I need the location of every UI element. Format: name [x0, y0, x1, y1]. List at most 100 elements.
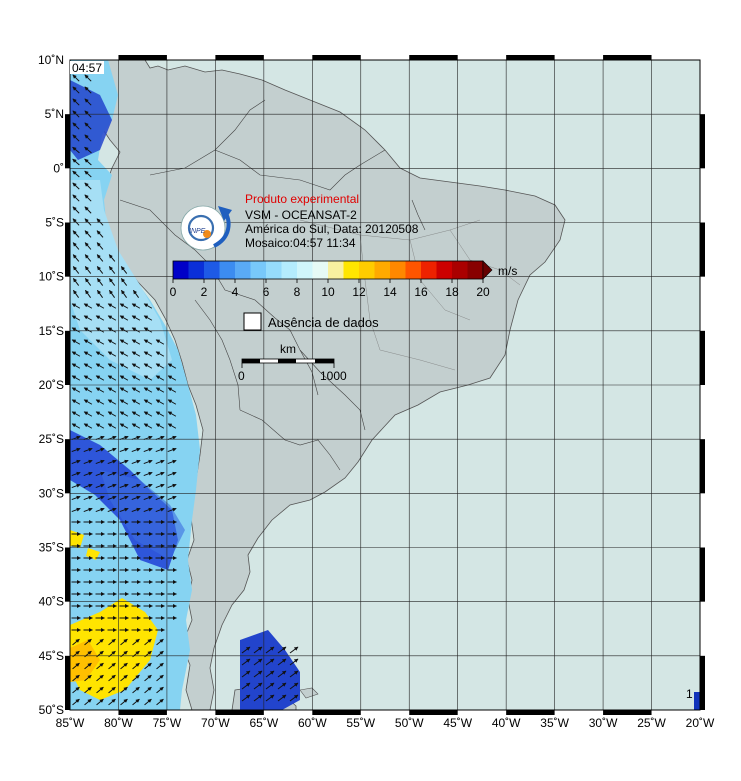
- wind-vector: [107, 423, 117, 429]
- time-stamp: 04:57: [72, 61, 102, 75]
- wind-vector: [167, 375, 177, 381]
- wind-vector: [95, 375, 105, 381]
- wind-vector: [95, 507, 105, 513]
- frame-segment: [65, 222, 70, 277]
- wind-vector: [119, 339, 129, 345]
- color-scale-tick-label: 2: [201, 285, 208, 299]
- lon-label: 70˚W: [201, 716, 230, 730]
- wind-vector: [156, 698, 164, 706]
- color-scale-arrow: [482, 260, 493, 280]
- wind-vector: [83, 339, 93, 345]
- wind-vector: [119, 315, 129, 321]
- wind-vector: [155, 495, 165, 501]
- wind-vector: [155, 339, 165, 345]
- wind-vector: [84, 242, 92, 250]
- color-scale-cell: [467, 261, 484, 279]
- wind-vector: [84, 230, 92, 238]
- wind-vector: [95, 483, 105, 489]
- wind-vector: [131, 507, 141, 513]
- wind-vector: [72, 134, 80, 142]
- lon-label: 20˚W: [686, 716, 715, 730]
- wind-vector: [95, 471, 105, 477]
- wind-vector: [143, 423, 153, 429]
- legend-line-3: Mosaico:04:57 11:34: [245, 236, 356, 250]
- wind-vector: [277, 682, 287, 690]
- wind-vector: [72, 254, 80, 262]
- wind-vector: [72, 638, 80, 646]
- wind-vector: [155, 411, 165, 417]
- frame-segment: [215, 55, 264, 60]
- wind-vector: [119, 387, 129, 393]
- wind-vector: [253, 646, 263, 654]
- color-scale-unit: m/s: [498, 264, 517, 278]
- wind-vector: [144, 686, 152, 694]
- wind-vector: [72, 86, 80, 94]
- wind-vector: [71, 483, 81, 489]
- wind-vector: [71, 351, 81, 357]
- wind-vector: [289, 670, 299, 678]
- frame-segment: [65, 655, 70, 710]
- wind-vector: [155, 447, 165, 453]
- color-scale-cell: [250, 261, 267, 279]
- wind-vector: [96, 278, 104, 286]
- wind-vector: [120, 290, 128, 298]
- country-borders: [119, 99, 426, 471]
- wind-vector: [120, 662, 128, 670]
- wind-vector: [95, 459, 105, 465]
- wind-vector: [253, 670, 263, 678]
- wind-vector: [167, 387, 177, 393]
- time-stamp-box: [70, 61, 104, 74]
- wind-vector: [241, 682, 251, 690]
- frame-segment: [700, 222, 705, 277]
- lat-label: 10˚S: [39, 270, 64, 284]
- wind-vector: [119, 507, 129, 513]
- wind-vector: [84, 194, 92, 202]
- color-scale-tick-label: 8: [294, 285, 301, 299]
- wind-vector: [119, 411, 129, 417]
- lat-label: 40˚S: [39, 595, 64, 609]
- wind-vector: [84, 122, 92, 130]
- wind-vector: [71, 339, 81, 345]
- lon-label: 85˚W: [56, 716, 85, 730]
- wind-vector: [131, 363, 141, 369]
- wind-vector: [131, 339, 141, 345]
- wind-vector: [155, 399, 165, 405]
- lon-label: 30˚W: [589, 716, 618, 730]
- latitude-labels: 10˚N 5˚N 0˚ 5˚S 10˚S 15˚S 20˚S 25˚S 30˚S 35˚S 40˚S…: [38, 53, 64, 717]
- wind-vector: [72, 266, 80, 274]
- color-scale-tick-label: 18: [445, 285, 459, 299]
- wind-vector: [83, 363, 93, 369]
- frame-segment: [65, 114, 70, 169]
- wind-vector: [84, 686, 92, 694]
- wind-vector: [143, 351, 153, 357]
- wind-vector: [265, 682, 275, 690]
- wind-vector: [95, 327, 105, 333]
- wind-vector: [155, 363, 165, 369]
- wind-vector: [71, 411, 81, 417]
- wind-vector: [155, 351, 165, 357]
- wind-vector: [108, 698, 116, 706]
- wind-vector: [72, 674, 80, 682]
- wind-vector: [143, 411, 153, 417]
- lon-label: 55˚W: [346, 716, 375, 730]
- color-scale-cell: [421, 261, 437, 279]
- wind-vector: [83, 447, 93, 453]
- wind-vector: [107, 399, 117, 405]
- frame-segment: [65, 330, 70, 385]
- inpe-logo: INPE: [180, 205, 232, 251]
- wind-vector: [156, 674, 164, 682]
- wind-vector: [107, 459, 117, 465]
- wind-vector: [84, 254, 92, 262]
- wind-vector: [253, 658, 263, 666]
- wind-vector: [131, 423, 141, 429]
- wind-vector: [71, 315, 81, 321]
- wind-vector: [96, 698, 104, 706]
- wind-vector: [95, 339, 105, 345]
- color-scale-cell: [390, 261, 406, 279]
- wind-vector: [143, 399, 153, 405]
- color-scale-cell: [188, 261, 205, 279]
- wind-vector: [72, 74, 80, 82]
- wind-vector: [156, 662, 164, 670]
- color-scale-tick-label: 0: [170, 285, 177, 299]
- wind-vector: [83, 411, 93, 417]
